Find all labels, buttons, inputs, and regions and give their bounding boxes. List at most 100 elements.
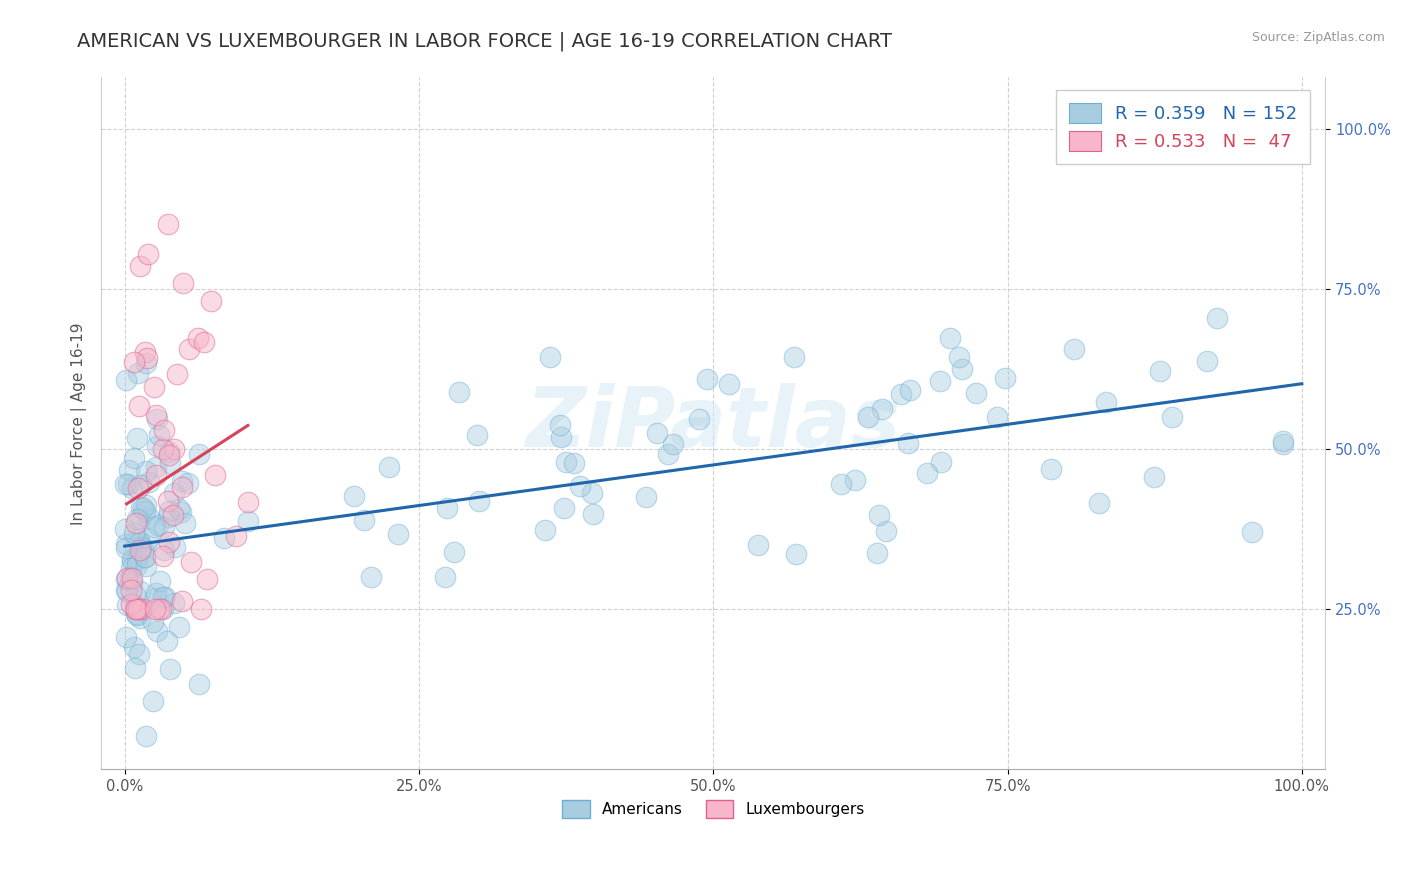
Point [238, 514, 260, 528]
Point [124, 598, 146, 612]
Point [468, 494, 491, 508]
Point [188, 447, 211, 461]
Point [143, 591, 166, 606]
Point [145, 460, 167, 475]
Point [114, 541, 136, 555]
Point [120, 582, 142, 597]
Text: ZiPatlas: ZiPatlas [526, 383, 901, 464]
Point [387, 526, 409, 541]
Point [162, 485, 184, 500]
Point [214, 532, 236, 546]
Point [965, 386, 987, 401]
Point [200, 293, 222, 308]
Point [1088, 496, 1111, 510]
Point [115, 537, 138, 551]
Point [533, 524, 555, 538]
Point [127, 602, 149, 616]
Point [170, 480, 193, 494]
Point [129, 584, 152, 599]
Point [122, 640, 145, 654]
Point [127, 608, 149, 623]
Point [124, 602, 146, 616]
Point [890, 387, 912, 401]
Point [114, 572, 136, 586]
Point [132, 541, 155, 555]
Point [1149, 364, 1171, 378]
Text: Source: ZipAtlas.com: Source: ZipAtlas.com [1251, 31, 1385, 45]
Point [142, 520, 165, 534]
Point [157, 448, 180, 462]
Point [172, 277, 194, 291]
Point [858, 410, 880, 425]
Point [986, 409, 1008, 424]
Point [636, 490, 658, 504]
Point [135, 464, 157, 478]
Point [434, 569, 457, 583]
Point [129, 259, 152, 273]
Point [132, 501, 155, 516]
Point [204, 467, 226, 482]
Point [121, 481, 143, 495]
Point [165, 540, 187, 554]
Point [145, 408, 167, 422]
Point [145, 439, 167, 453]
Point [128, 400, 150, 414]
Point [146, 412, 169, 426]
Point [929, 455, 952, 469]
Point [138, 475, 160, 489]
Point [236, 495, 259, 509]
Point [1272, 434, 1295, 449]
Point [157, 445, 180, 459]
Point [174, 516, 197, 531]
Point [783, 350, 806, 364]
Point [897, 436, 920, 450]
Point [163, 442, 186, 457]
Point [950, 362, 973, 376]
Point [162, 508, 184, 522]
Point [1063, 342, 1085, 356]
Point [121, 552, 143, 566]
Point [169, 620, 191, 634]
Point [190, 602, 212, 616]
Point [152, 549, 174, 563]
Point [870, 401, 893, 416]
Point [125, 431, 148, 445]
Point [550, 430, 572, 444]
Point [121, 574, 143, 589]
Point [554, 455, 576, 469]
Point [159, 662, 181, 676]
Point [148, 602, 170, 616]
Point [844, 473, 866, 487]
Point [188, 677, 211, 691]
Point [170, 594, 193, 608]
Point [1240, 525, 1263, 540]
Point [124, 661, 146, 675]
Point [662, 437, 685, 451]
Point [128, 647, 150, 661]
Point [581, 486, 603, 500]
Point [118, 463, 141, 477]
Point [134, 504, 156, 518]
Point [830, 476, 852, 491]
Point [1161, 409, 1184, 424]
Point [443, 545, 465, 559]
Point [152, 442, 174, 456]
Point [157, 509, 180, 524]
Point [1039, 462, 1062, 476]
Point [124, 526, 146, 541]
Point [657, 447, 679, 461]
Point [688, 411, 710, 425]
Point [120, 597, 142, 611]
Point [167, 502, 190, 516]
Point [129, 500, 152, 514]
Point [135, 558, 157, 573]
Point [353, 513, 375, 527]
Point [125, 607, 148, 622]
Point [193, 334, 215, 349]
Point [138, 533, 160, 547]
Point [1197, 353, 1219, 368]
Point [122, 354, 145, 368]
Point [166, 367, 188, 381]
Point [148, 427, 170, 442]
Point [343, 489, 366, 503]
